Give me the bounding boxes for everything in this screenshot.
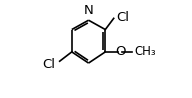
Text: O: O xyxy=(115,45,126,58)
Text: CH₃: CH₃ xyxy=(134,45,156,58)
Text: Cl: Cl xyxy=(117,11,129,24)
Text: N: N xyxy=(84,4,94,17)
Text: Cl: Cl xyxy=(42,58,55,70)
